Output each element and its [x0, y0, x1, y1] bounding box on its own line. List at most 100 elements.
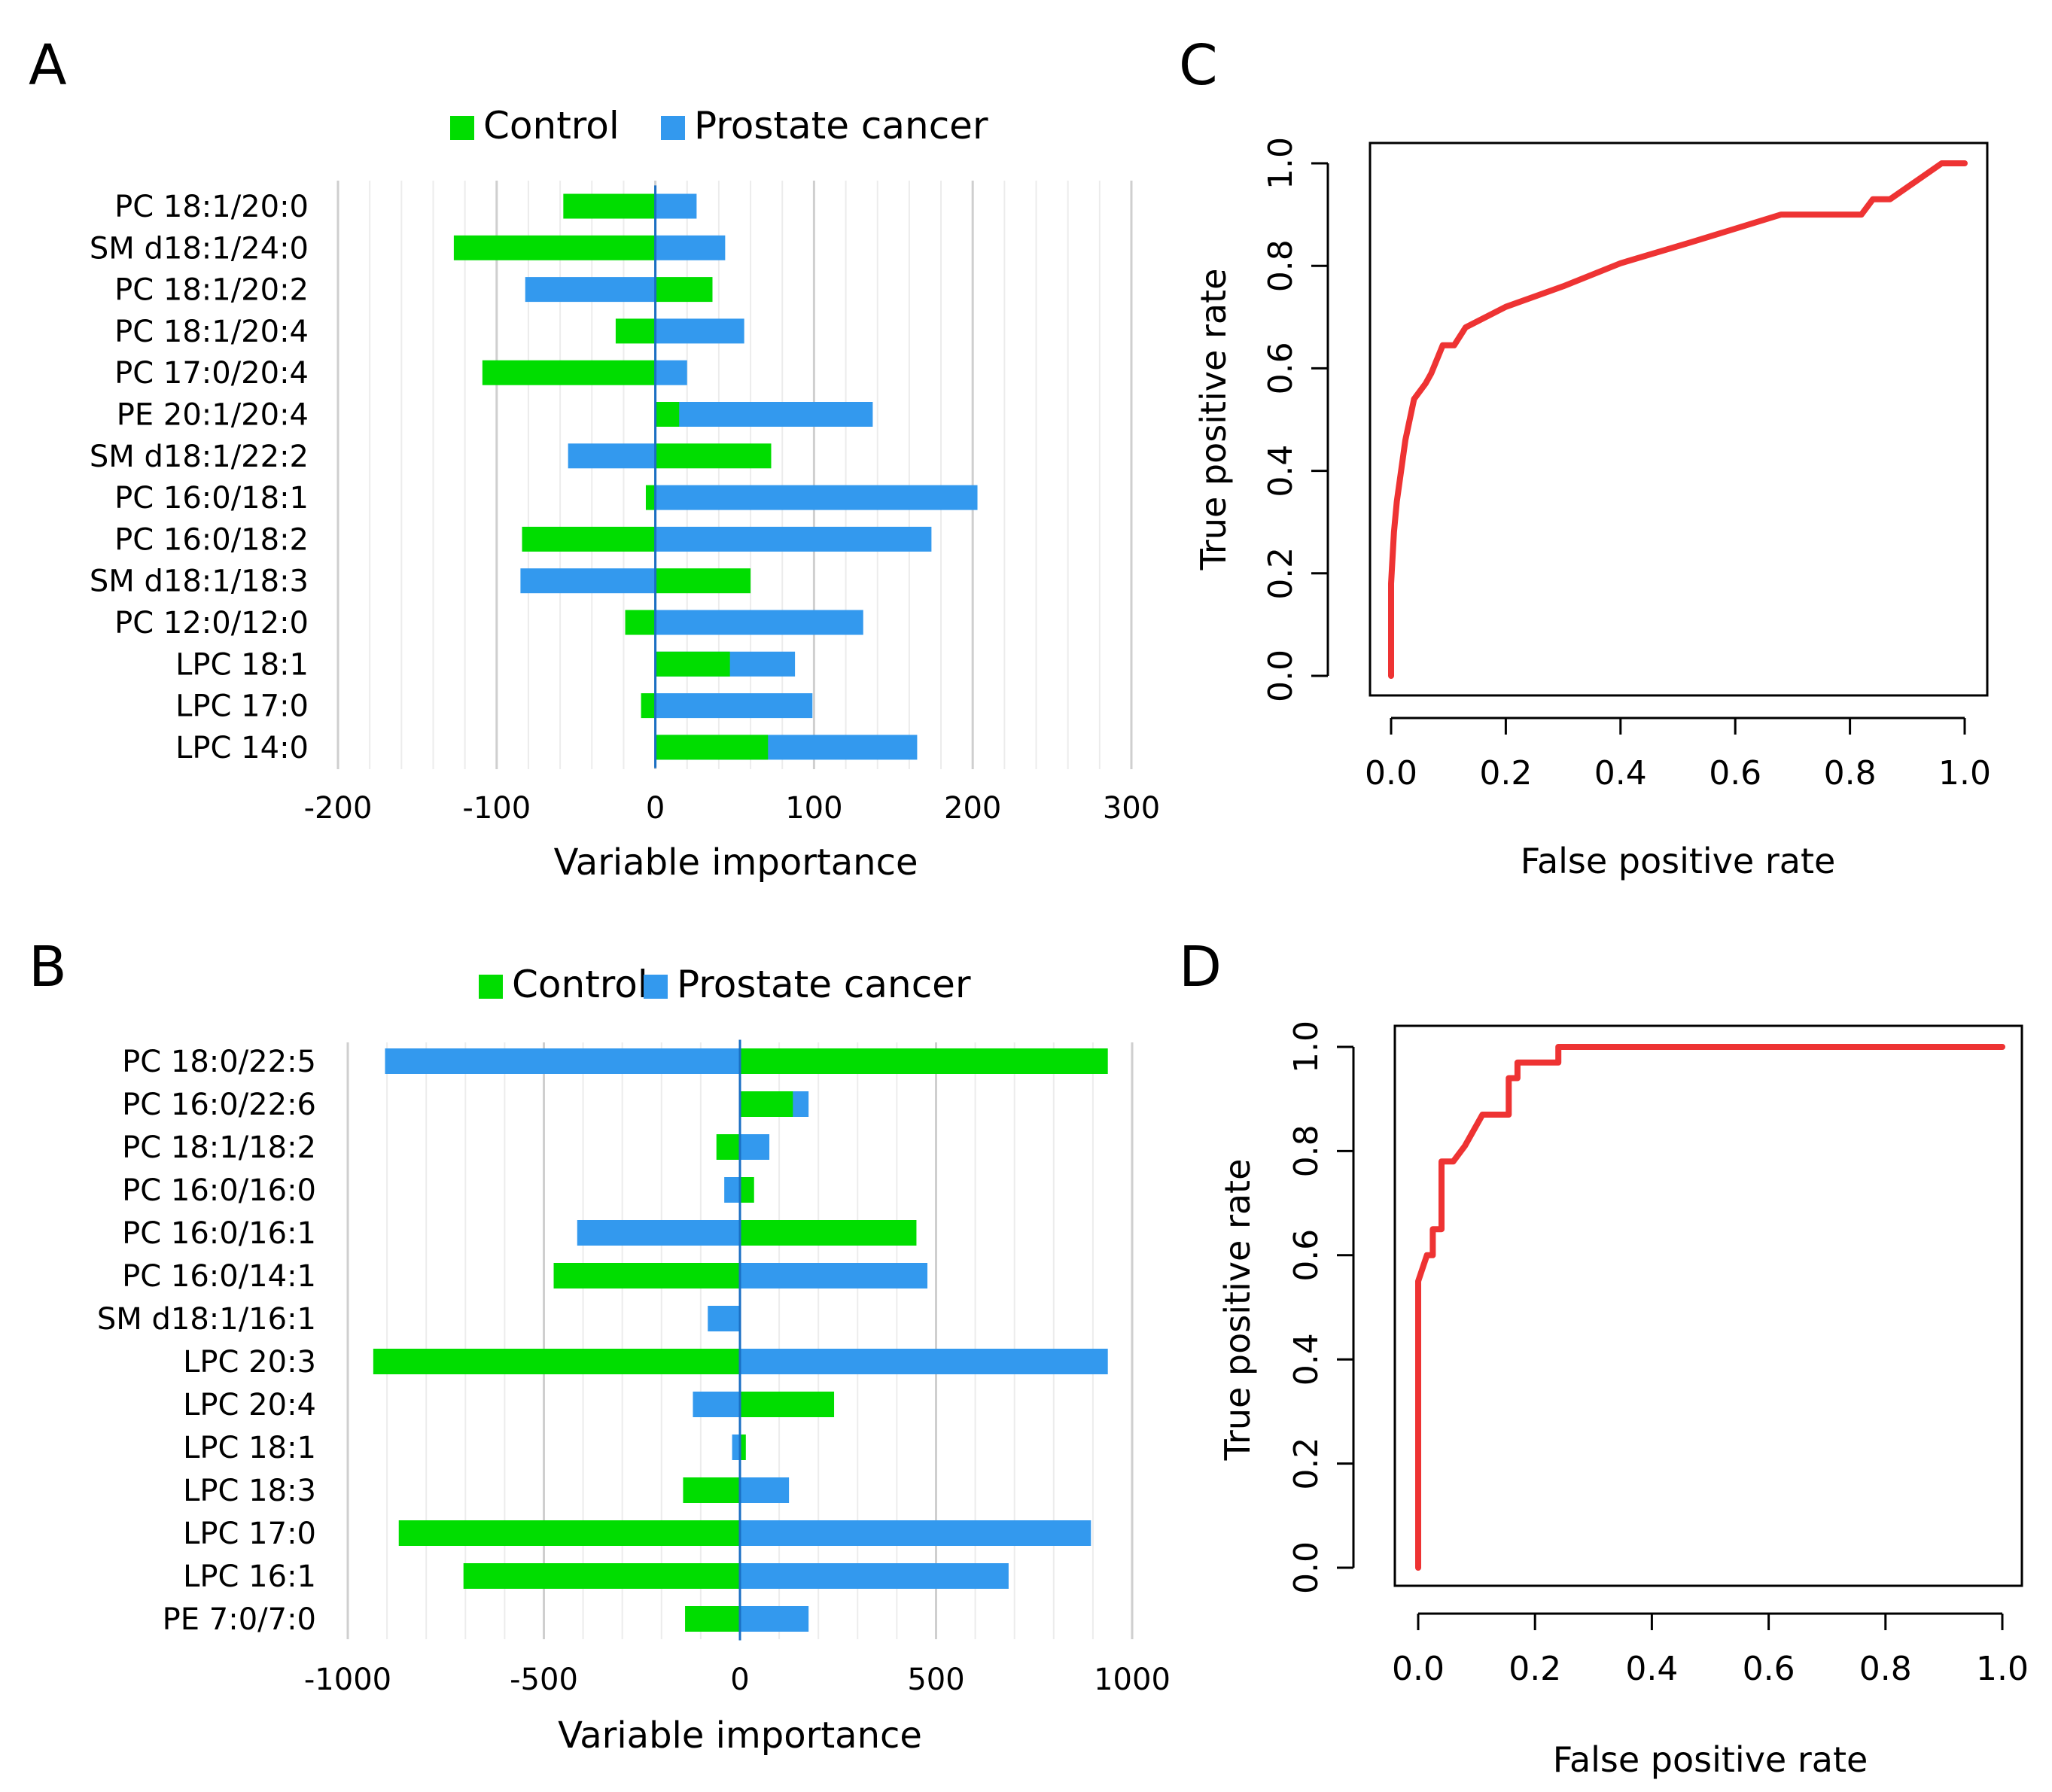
bar-cancer: [655, 235, 726, 260]
bar-cancer: [568, 443, 656, 469]
x-tick-label: 200: [944, 791, 1001, 826]
legend-label-control: Control: [512, 963, 648, 1006]
bar-control: [740, 1091, 793, 1117]
category-label: LPC 14:0: [175, 731, 309, 765]
bar-control: [655, 735, 769, 760]
bar-control: [522, 526, 656, 552]
category-label: PC 18:1/20:4: [114, 315, 309, 349]
bar-control: [740, 1220, 917, 1246]
bar-control: [615, 318, 656, 344]
bar-control: [655, 277, 713, 303]
y-tick-label: 1.0: [1287, 1021, 1326, 1073]
y-tick-label: 0.0: [1262, 650, 1300, 702]
bar-chart-b: Control Prostate cancer PC 18:0/22:5 PC 16:…: [97, 963, 1171, 1757]
y-tick-label: 0.2: [1262, 547, 1300, 600]
x-tick-label: -100: [462, 791, 531, 826]
bar-control: [683, 1477, 740, 1503]
category-label: LPC 20:3: [183, 1345, 316, 1380]
bar-control: [398, 1520, 740, 1546]
x-tick-label: 0.0: [1392, 1650, 1445, 1688]
bar-control: [655, 568, 751, 594]
bar-cancer: [693, 1392, 740, 1417]
category-label: PC 16:0/14:1: [122, 1259, 316, 1294]
category-label: PC 16:0/18:1: [114, 481, 309, 516]
x-axis-title: False positive rate: [1521, 841, 1836, 881]
legend-label-control: Control: [483, 104, 620, 148]
x-tick-label: 0.2: [1479, 754, 1532, 793]
bar-cancer: [740, 1263, 928, 1288]
x-tick-label: 0.0: [1365, 754, 1417, 793]
category-label: PC 16:0/16:1: [122, 1216, 316, 1251]
category-label: SM d18:1/18:3: [90, 564, 309, 599]
category-label: PC 18:1/20:2: [114, 273, 309, 308]
category-label: LPC 17:0: [183, 1517, 316, 1551]
bar-control: [740, 1392, 835, 1417]
category-label: LPC 18:3: [183, 1474, 316, 1508]
bar-cancer: [655, 360, 687, 385]
bar-control: [482, 360, 656, 385]
legend-label-cancer: Prostate cancer: [694, 104, 988, 148]
x-tick-label: 300: [1103, 791, 1160, 826]
x-tick-label: -500: [510, 1663, 578, 1697]
y-tick-label: 1.0: [1262, 137, 1300, 190]
bar-cancer: [740, 1349, 1108, 1374]
category-label: SM d18:1/22:2: [90, 440, 309, 474]
bar-cancer: [724, 1177, 740, 1203]
bar-cancer: [655, 693, 813, 719]
bar-cancer: [740, 1520, 1091, 1546]
bar-control: [740, 1177, 754, 1203]
bar-cancer: [732, 1435, 740, 1460]
bar-control: [453, 235, 656, 260]
category-label: PC 16:0/16:0: [122, 1173, 316, 1208]
bar-chart-a: Control Prostate cancer PC 18:1/20:0 SM d18…: [90, 104, 1160, 884]
plot-frame: [1369, 141, 1989, 697]
y-tick-label: 0.6: [1262, 342, 1300, 394]
x-tick-label: 100: [785, 791, 842, 826]
bar-cancer: [525, 277, 656, 303]
y-tick-label: 0.2: [1287, 1438, 1326, 1490]
x-axis-title: Variable importance: [554, 841, 918, 884]
x-tick-label: 0.4: [1594, 754, 1647, 793]
x-tick-label: 1.0: [1938, 754, 1991, 793]
bar-cancer: [708, 1306, 740, 1331]
plot-frame: [1393, 1024, 2023, 1587]
category-label: PC 16:0/18:2: [114, 522, 309, 557]
bar-control: [645, 485, 656, 510]
panel-letter-b: B: [29, 935, 67, 999]
category-label: PC 18:1/18:2: [122, 1130, 316, 1165]
x-tick-label: 1000: [1094, 1663, 1171, 1697]
bar-control: [740, 1048, 1108, 1074]
category-label: PC 16:0/22:6: [122, 1088, 316, 1122]
bar-cancer: [655, 610, 863, 635]
bar-control: [553, 1263, 740, 1288]
x-tick-label: 0.2: [1509, 1650, 1561, 1688]
x-axis-title: Variable importance: [558, 1714, 922, 1757]
category-label: LPC 18:1: [175, 647, 309, 682]
x-tick-label: 0.8: [1859, 1650, 1912, 1688]
bar-control: [655, 402, 680, 427]
legend-label-cancer: Prostate cancer: [677, 963, 971, 1006]
category-label: PC 18:1/20:0: [114, 190, 309, 224]
legend: Control Prostate cancer: [450, 104, 988, 148]
bar-control: [641, 693, 656, 719]
legend: Control Prostate cancer: [479, 963, 971, 1006]
category-label: PC 17:0/20:4: [114, 356, 309, 391]
bar-control: [373, 1349, 740, 1374]
bar-cancer: [577, 1220, 740, 1246]
x-tick-label: 0.6: [1709, 754, 1761, 793]
roc-curve: [1388, 160, 1968, 679]
x-tick-label: 0.8: [1824, 754, 1877, 793]
x-tick-label: 0.4: [1625, 1650, 1678, 1688]
category-label: PE 20:1/20:4: [117, 398, 309, 433]
category-label: PE 7:0/7:0: [163, 1602, 316, 1637]
bar-cancer: [655, 193, 697, 219]
roc-chart-c: 0.0 0.2 0.4 0.6 0.8 1.0 0.0 0.2 0.4 0.6 0.8 1.0 Fals…: [1193, 137, 1991, 881]
y-tick-label: 0.8: [1287, 1124, 1326, 1177]
category-label: LPC 20:4: [183, 1388, 316, 1422]
y-tick-label: 0.0: [1287, 1541, 1326, 1594]
legend-swatch-control: [450, 116, 474, 140]
bar-control: [716, 1134, 740, 1160]
bar-control: [655, 651, 730, 677]
bar-cancer: [740, 1606, 809, 1632]
